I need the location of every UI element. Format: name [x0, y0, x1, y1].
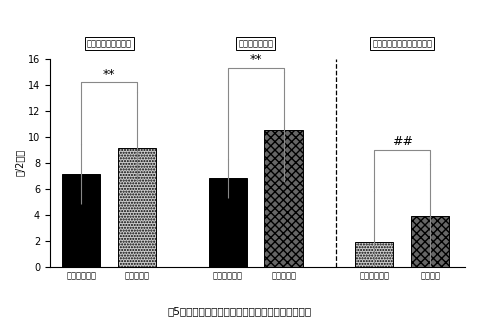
Text: プラセボ食品摄取期: プラセボ食品摄取期 — [87, 39, 132, 48]
Text: 被験食品摄取期: 被験食品摄取期 — [238, 39, 273, 48]
Text: **: ** — [250, 53, 262, 66]
Bar — [355, 242, 394, 267]
Bar — [62, 174, 100, 267]
Text: ベースラインからの変化量: ベースラインからの変化量 — [372, 39, 432, 48]
Text: **: ** — [103, 68, 115, 81]
Y-axis label: 回/2週間: 回/2週間 — [15, 149, 25, 176]
Bar — [264, 130, 303, 267]
Text: 図5．便通改善効果検討試験結果　排便回数の推移: 図5．便通改善効果検討試験結果 排便回数の推移 — [168, 307, 312, 316]
Bar — [411, 216, 449, 267]
Text: ##: ## — [392, 135, 413, 149]
Bar — [209, 178, 247, 267]
Bar — [118, 149, 156, 267]
